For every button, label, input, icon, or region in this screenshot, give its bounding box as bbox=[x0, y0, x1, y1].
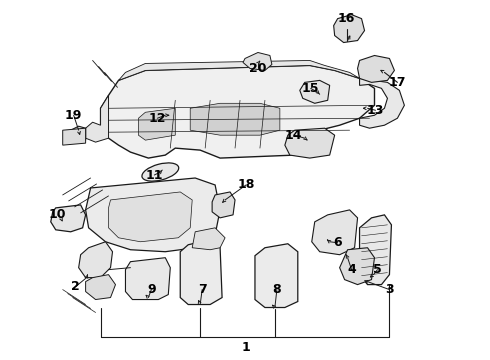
Text: 11: 11 bbox=[146, 168, 163, 181]
Polygon shape bbox=[69, 126, 86, 143]
Polygon shape bbox=[51, 205, 86, 232]
Polygon shape bbox=[212, 192, 235, 218]
Text: 3: 3 bbox=[385, 283, 394, 296]
Polygon shape bbox=[86, 178, 220, 252]
Polygon shape bbox=[86, 275, 116, 300]
Polygon shape bbox=[119, 60, 360, 80]
Polygon shape bbox=[108, 192, 192, 242]
Polygon shape bbox=[243, 53, 272, 71]
Polygon shape bbox=[360, 215, 392, 285]
Text: 8: 8 bbox=[272, 283, 281, 296]
Polygon shape bbox=[255, 244, 298, 307]
Polygon shape bbox=[86, 95, 108, 142]
Polygon shape bbox=[334, 15, 365, 42]
Text: 13: 13 bbox=[367, 104, 384, 117]
Polygon shape bbox=[190, 103, 280, 135]
Text: 9: 9 bbox=[147, 283, 156, 296]
Text: 20: 20 bbox=[249, 62, 267, 75]
Polygon shape bbox=[192, 228, 225, 250]
Polygon shape bbox=[360, 78, 404, 128]
Polygon shape bbox=[63, 128, 86, 145]
Text: 10: 10 bbox=[49, 208, 67, 221]
Polygon shape bbox=[312, 210, 358, 255]
Text: 19: 19 bbox=[65, 109, 82, 122]
Polygon shape bbox=[315, 215, 344, 244]
Text: 17: 17 bbox=[389, 76, 406, 89]
Polygon shape bbox=[100, 66, 374, 158]
Ellipse shape bbox=[142, 163, 179, 181]
Polygon shape bbox=[78, 242, 113, 278]
Text: 15: 15 bbox=[302, 82, 319, 95]
Polygon shape bbox=[180, 240, 222, 305]
Polygon shape bbox=[340, 248, 374, 285]
Text: 5: 5 bbox=[373, 263, 382, 276]
Polygon shape bbox=[358, 55, 394, 82]
Text: 18: 18 bbox=[237, 179, 255, 192]
Text: 6: 6 bbox=[333, 236, 342, 249]
Polygon shape bbox=[300, 80, 330, 103]
Text: 12: 12 bbox=[148, 112, 166, 125]
Polygon shape bbox=[285, 128, 335, 158]
Text: 2: 2 bbox=[71, 280, 80, 293]
Polygon shape bbox=[125, 258, 171, 300]
Text: 16: 16 bbox=[338, 12, 355, 25]
Text: 1: 1 bbox=[242, 341, 250, 354]
Text: 4: 4 bbox=[347, 263, 356, 276]
Text: 7: 7 bbox=[198, 283, 207, 296]
Polygon shape bbox=[138, 108, 175, 140]
Text: 14: 14 bbox=[285, 129, 302, 142]
